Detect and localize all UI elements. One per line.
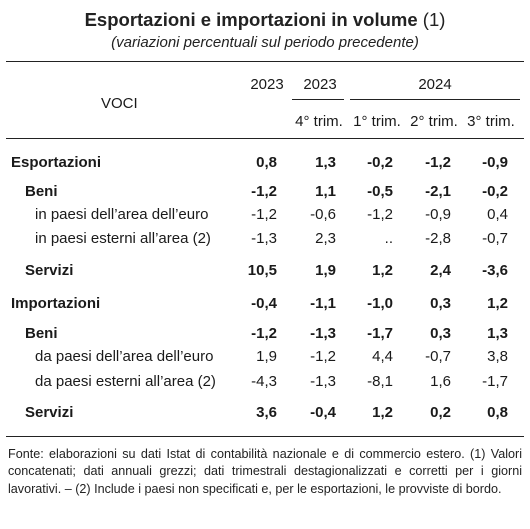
value-cell: -0,9 xyxy=(425,206,451,223)
value-cell: 0,4 xyxy=(487,206,508,223)
row-label: in paesi dell’area dell’euro xyxy=(35,206,209,223)
value-cell: 1,2 xyxy=(372,262,393,279)
table-row: Servizi 10,5 1,9 1,2 2,4 -3,6 xyxy=(0,262,530,284)
title-text: Esportazioni e importazioni in volume xyxy=(84,9,418,30)
table-row: Importazioni -0,4 -1,1 -1,0 0,3 1,2 xyxy=(0,295,530,317)
value-cell: -8,1 xyxy=(367,373,393,390)
value-cell: -1,2 xyxy=(251,183,277,200)
value-cell: 2,4 xyxy=(430,262,451,279)
value-cell: -2,8 xyxy=(425,230,451,247)
table-row: Beni -1,2 -1,3 -1,7 0,3 1,3 xyxy=(0,325,530,347)
quarter-header: 1° trim. xyxy=(353,113,401,130)
table-subtitle: (variazioni percentuali sul periodo prec… xyxy=(111,34,419,51)
header-rule xyxy=(6,138,524,139)
top-rule xyxy=(6,61,524,62)
value-cell: -1,3 xyxy=(310,325,336,342)
table-row: Beni -1,2 1,1 -0,5 -2,1 -0,2 xyxy=(0,183,530,205)
table-row: da paesi esterni all’area (2) -4,3 -1,3 -8,… xyxy=(0,373,530,395)
value-cell: -0,9 xyxy=(482,154,508,171)
year-2023-underline xyxy=(292,99,344,100)
value-cell: -0,7 xyxy=(482,230,508,247)
value-cell: 0,8 xyxy=(256,154,277,171)
value-cell: -1,2 xyxy=(425,154,451,171)
value-cell: 4,4 xyxy=(372,348,393,365)
value-cell: -1,2 xyxy=(251,206,277,223)
value-cell: -1,3 xyxy=(251,230,277,247)
value-cell: 1,3 xyxy=(487,325,508,342)
table-row: Esportazioni 0,8 1,3 -0,2 -1,2 -0,9 xyxy=(0,154,530,176)
value-cell: -4,3 xyxy=(251,373,277,390)
value-cell: 0,3 xyxy=(430,325,451,342)
value-cell: -0,7 xyxy=(425,348,451,365)
value-cell: -0,4 xyxy=(251,295,277,312)
value-cell: 3,8 xyxy=(487,348,508,365)
quarter-header: 4° trim. xyxy=(295,113,343,130)
row-label: Beni xyxy=(25,325,58,342)
value-cell: -0,6 xyxy=(310,206,336,223)
year-2024-underline xyxy=(350,99,520,100)
table-row: da paesi dell’area dell’euro 1,9 -1,2 4,4 -0… xyxy=(0,348,530,370)
value-cell: -2,1 xyxy=(425,183,451,200)
value-cell: -1,2 xyxy=(251,325,277,342)
value-cell: 0,3 xyxy=(430,295,451,312)
value-cell: -0,4 xyxy=(310,404,336,421)
row-label: Servizi xyxy=(25,404,74,421)
value-cell: -1,2 xyxy=(310,348,336,365)
value-cell: 1,2 xyxy=(372,404,393,421)
value-cell: 1,3 xyxy=(315,154,336,171)
row-label: Esportazioni xyxy=(11,154,102,171)
value-cell: -1,0 xyxy=(367,295,393,312)
value-cell: .. xyxy=(384,230,393,247)
value-cell: -0,5 xyxy=(367,183,393,200)
value-cell: 2,3 xyxy=(315,230,336,247)
table-row: in paesi esterni all’area (2) -1,3 2,3.. -2… xyxy=(0,230,530,252)
table-title: Esportazioni e importazioni in volume (1… xyxy=(0,9,530,31)
voci-header: VOCI xyxy=(101,95,138,112)
value-cell: -1,1 xyxy=(310,295,336,312)
value-cell: -1,7 xyxy=(482,373,508,390)
value-cell: -1,2 xyxy=(367,206,393,223)
title-note: (1) xyxy=(422,9,446,30)
bottom-rule xyxy=(6,436,524,437)
value-cell: 0,8 xyxy=(487,404,508,421)
quarter-header: 2° trim. xyxy=(410,113,458,130)
source-notes: Fonte: elaborazioni su dati Istat di con… xyxy=(8,447,522,496)
value-cell: 10,5 xyxy=(247,262,277,279)
value-cell: 1,6 xyxy=(430,373,451,390)
value-cell: -0,2 xyxy=(482,183,508,200)
value-cell: 1,1 xyxy=(315,183,336,200)
year-header-quarter: 2023 xyxy=(303,76,337,93)
quarter-header: 3° trim. xyxy=(467,113,515,130)
value-cell: 1,9 xyxy=(256,348,277,365)
value-cell: 0,2 xyxy=(430,404,451,421)
value-cell: -1,3 xyxy=(310,373,336,390)
value-cell: 1,2 xyxy=(487,295,508,312)
table-row: in paesi dell’area dell’euro -1,2 -0,6 -1,2… xyxy=(0,206,530,228)
year-header-annual: 2023 xyxy=(250,76,284,93)
value-cell: -1,7 xyxy=(367,325,393,342)
row-label: Beni xyxy=(25,183,58,200)
row-label: in paesi esterni all’area (2) xyxy=(35,230,211,247)
row-label: da paesi esterni all’area (2) xyxy=(35,373,216,390)
value-cell: -0,2 xyxy=(367,154,393,171)
value-cell: -3,6 xyxy=(482,262,508,279)
year-header-2024: 2024 xyxy=(418,76,452,93)
row-label: Servizi xyxy=(25,262,74,279)
row-label: Importazioni xyxy=(11,295,101,312)
value-cell: 1,9 xyxy=(315,262,336,279)
value-cell: 3,6 xyxy=(256,404,277,421)
row-label: da paesi dell’area dell’euro xyxy=(35,348,214,365)
table-row: Servizi 3,6 -0,4 1,2 0,2 0,8 xyxy=(0,404,530,426)
